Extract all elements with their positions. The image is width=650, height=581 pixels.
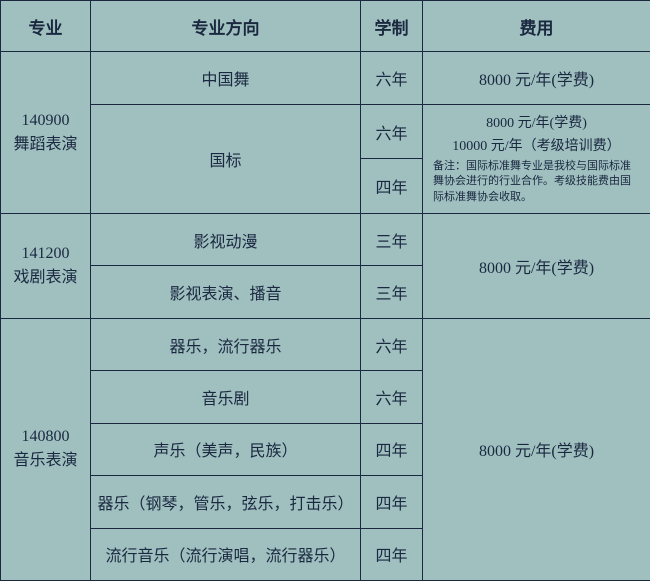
direction-cell: 器乐（钢琴，管乐，弦乐，打击乐） [91, 476, 361, 528]
header-duration: 学制 [361, 1, 423, 52]
direction-cell: 声乐（美声，民族） [91, 423, 361, 475]
fee-line1: 8000 元/年(学费) [427, 113, 646, 134]
duration-cell: 六年 [361, 52, 423, 104]
direction-cell: 流行音乐（流行演唱，流行器乐） [91, 528, 361, 581]
major-name: 戏剧表演 [13, 269, 77, 286]
table-row: 140900 舞蹈表演 中国舞 六年 8000 元/年(学费) [1, 52, 650, 104]
major-code: 141200 [22, 245, 70, 262]
table-row: 国标 六年 8000 元/年(学费) 10000 元/年（考级培训费） 备注：国… [1, 104, 650, 159]
duration-cell: 六年 [361, 371, 423, 423]
header-fee: 费用 [423, 1, 650, 52]
duration-cell: 四年 [361, 423, 423, 475]
direction-cell: 音乐剧 [91, 371, 361, 423]
fee-cell: 8000 元/年(学费) [423, 213, 650, 318]
major-name: 舞蹈表演 [13, 136, 77, 153]
program-table: 专业 专业方向 学制 费用 140900 舞蹈表演 中国舞 六年 8000 元/… [0, 0, 650, 581]
duration-cell: 三年 [361, 266, 423, 318]
duration-cell: 六年 [361, 318, 423, 370]
fee-cell: 8000 元/年(学费) 10000 元/年（考级培训费） 备注：国际标准舞专业… [423, 104, 650, 213]
header-major: 专业 [1, 1, 91, 52]
major-cell: 140800 音乐表演 [1, 318, 91, 580]
major-code: 140900 [22, 112, 70, 129]
direction-cell: 国标 [91, 104, 361, 213]
table-row: 141200 戏剧表演 影视动漫 三年 8000 元/年(学费) [1, 213, 650, 265]
fee-cell: 8000 元/年(学费) [423, 52, 650, 104]
duration-cell: 三年 [361, 213, 423, 265]
fee-cell: 8000 元/年(学费) [423, 318, 650, 580]
major-cell: 140900 舞蹈表演 [1, 52, 91, 214]
major-cell: 141200 戏剧表演 [1, 213, 91, 318]
direction-cell: 影视动漫 [91, 213, 361, 265]
duration-cell: 四年 [361, 159, 423, 214]
duration-cell: 六年 [361, 104, 423, 159]
table-row: 140800 音乐表演 器乐，流行器乐 六年 8000 元/年(学费) [1, 318, 650, 370]
direction-cell: 器乐，流行器乐 [91, 318, 361, 370]
duration-cell: 四年 [361, 476, 423, 528]
major-name: 音乐表演 [13, 452, 77, 469]
fee-line2: 10000 元/年（考级培训费） [427, 136, 646, 157]
major-code: 140800 [22, 428, 70, 445]
fee-note: 备注：国际标准舞专业是我校与国际标准舞协会进行的行业合作。考级技能费由国际标准舞… [427, 159, 646, 205]
header-direction: 专业方向 [91, 1, 361, 52]
duration-cell: 四年 [361, 528, 423, 581]
direction-cell: 中国舞 [91, 52, 361, 104]
header-row: 专业 专业方向 学制 费用 [1, 1, 650, 52]
direction-cell: 影视表演、播音 [91, 266, 361, 318]
